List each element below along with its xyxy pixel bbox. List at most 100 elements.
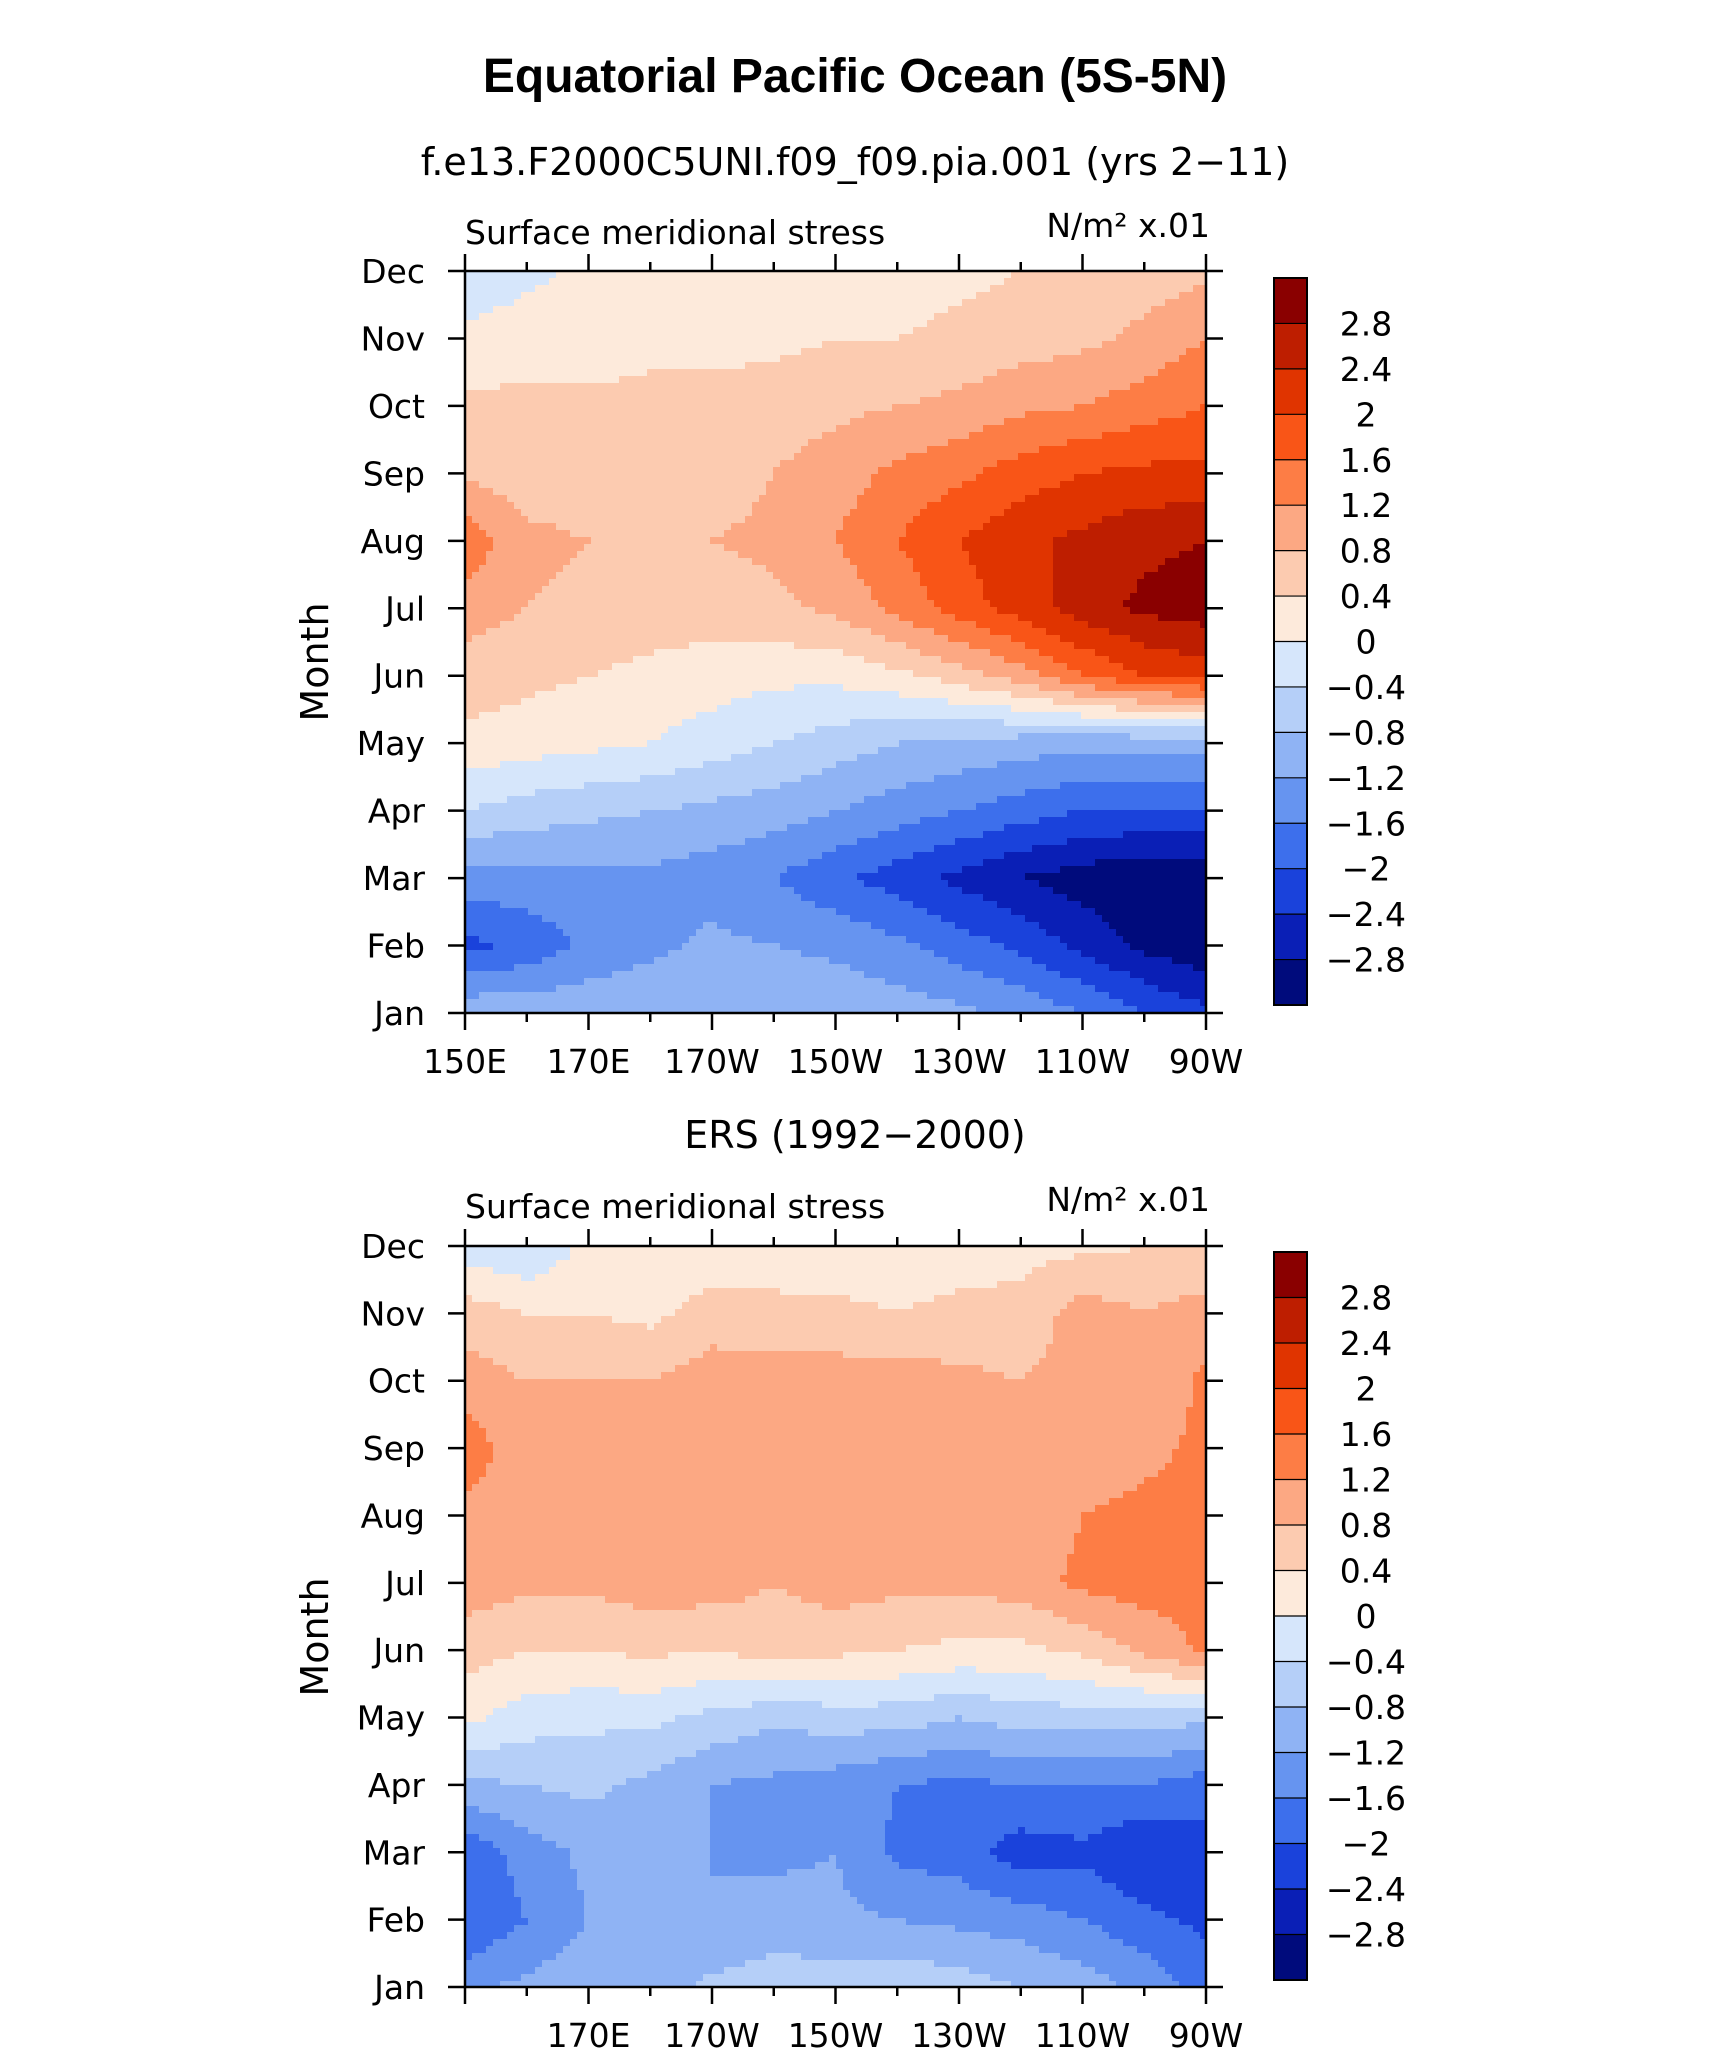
contour-cell xyxy=(570,341,578,349)
contour-cell xyxy=(1165,397,1173,405)
contour-cell xyxy=(493,565,501,573)
figure-title: Equatorial Pacific Ocean (5S-5N) xyxy=(483,50,1227,103)
contour-cell xyxy=(815,481,823,489)
contour-cell xyxy=(647,453,655,461)
contour-cell xyxy=(710,397,718,405)
contour-cell xyxy=(542,341,550,349)
contour-cell xyxy=(983,509,991,517)
contour-cell xyxy=(1151,320,1159,328)
contour-cell xyxy=(1060,439,1068,447)
contour-cell xyxy=(465,544,473,552)
contour-cell xyxy=(1081,348,1089,356)
contour-cell xyxy=(1109,446,1117,454)
contour-cell xyxy=(843,355,851,363)
contour-cell xyxy=(710,404,718,412)
contour-cell xyxy=(878,404,886,412)
contour-cell xyxy=(829,551,837,559)
contour-cell xyxy=(794,558,802,566)
contour-cell xyxy=(542,439,550,447)
contour-cell xyxy=(976,481,984,489)
contour-cell xyxy=(640,572,648,580)
contour-cell xyxy=(801,299,809,307)
contour-cell xyxy=(976,509,984,517)
contour-cell xyxy=(955,474,963,482)
contour-cell xyxy=(563,474,571,482)
contour-cell xyxy=(542,502,550,510)
contour-cell xyxy=(773,488,781,496)
contour-cell xyxy=(1011,404,1019,412)
contour-cell xyxy=(899,271,907,279)
contour-cell xyxy=(787,348,795,356)
contour-cell xyxy=(507,446,515,454)
contour-cell xyxy=(542,467,550,475)
contour-cell xyxy=(808,544,816,552)
contour-cell xyxy=(892,341,900,349)
contour-cell xyxy=(605,390,613,398)
contour-cell xyxy=(654,586,662,594)
contour-cell xyxy=(654,271,662,279)
contour-cell xyxy=(1158,579,1166,587)
contour-cell xyxy=(794,544,802,552)
contour-cell xyxy=(1081,278,1089,286)
contour-cell xyxy=(542,481,550,489)
contour-cell xyxy=(591,558,599,566)
contour-cell xyxy=(1137,292,1145,300)
contour-cell xyxy=(500,579,508,587)
contour-cell xyxy=(647,369,655,377)
contour-cell xyxy=(682,397,690,405)
contour-cell xyxy=(787,397,795,405)
contour-cell xyxy=(710,537,718,545)
contour-cell xyxy=(1123,376,1131,384)
contour-cell xyxy=(591,432,599,440)
contour-cell xyxy=(871,306,879,314)
contour-cell xyxy=(717,271,725,279)
contour-cell xyxy=(1109,502,1117,510)
contour-cell xyxy=(752,362,760,370)
contour-cell xyxy=(1109,355,1117,363)
contour-cell xyxy=(633,453,641,461)
contour-cell xyxy=(1095,467,1103,475)
contour-cell xyxy=(1060,530,1068,538)
contour-cell xyxy=(1046,453,1054,461)
contour-cell xyxy=(703,376,711,384)
contour-cell xyxy=(787,383,795,391)
contour-cell xyxy=(500,572,508,580)
contour-cell xyxy=(850,495,858,503)
contour-cell xyxy=(500,551,508,559)
contour-cell xyxy=(941,278,949,286)
contour-cell xyxy=(829,369,837,377)
contour-cell xyxy=(906,537,914,545)
contour-cell xyxy=(745,474,753,482)
contour-cell xyxy=(1116,558,1124,566)
contour-cell xyxy=(577,369,585,377)
contour-cell xyxy=(787,327,795,335)
contour-cell xyxy=(521,537,529,545)
contour-cell xyxy=(689,593,697,601)
contour-cell xyxy=(773,467,781,475)
contour-cell xyxy=(976,411,984,419)
contour-cell xyxy=(549,558,557,566)
contour-cell xyxy=(549,432,557,440)
contour-cell xyxy=(549,481,557,489)
contour-cell xyxy=(843,411,851,419)
contour-cell xyxy=(990,516,998,524)
contour-cell xyxy=(521,425,529,433)
contour-cell xyxy=(619,397,627,405)
contour-cell xyxy=(724,313,732,321)
contour-cell xyxy=(521,397,529,405)
contour-cell xyxy=(857,355,865,363)
contour-cell xyxy=(689,551,697,559)
contour-cell xyxy=(878,572,886,580)
contour-cell xyxy=(472,418,480,426)
contour-cell xyxy=(1004,495,1012,503)
contour-cell xyxy=(794,376,802,384)
contour-cell xyxy=(654,467,662,475)
contour-cell xyxy=(710,523,718,531)
contour-cell xyxy=(584,404,592,412)
contour-cell xyxy=(1067,509,1075,517)
contour-cell xyxy=(1081,292,1089,300)
contour-cell xyxy=(1109,306,1117,314)
contour-cell xyxy=(633,516,641,524)
contour-cell xyxy=(1032,586,1040,594)
contour-cell xyxy=(619,523,627,531)
